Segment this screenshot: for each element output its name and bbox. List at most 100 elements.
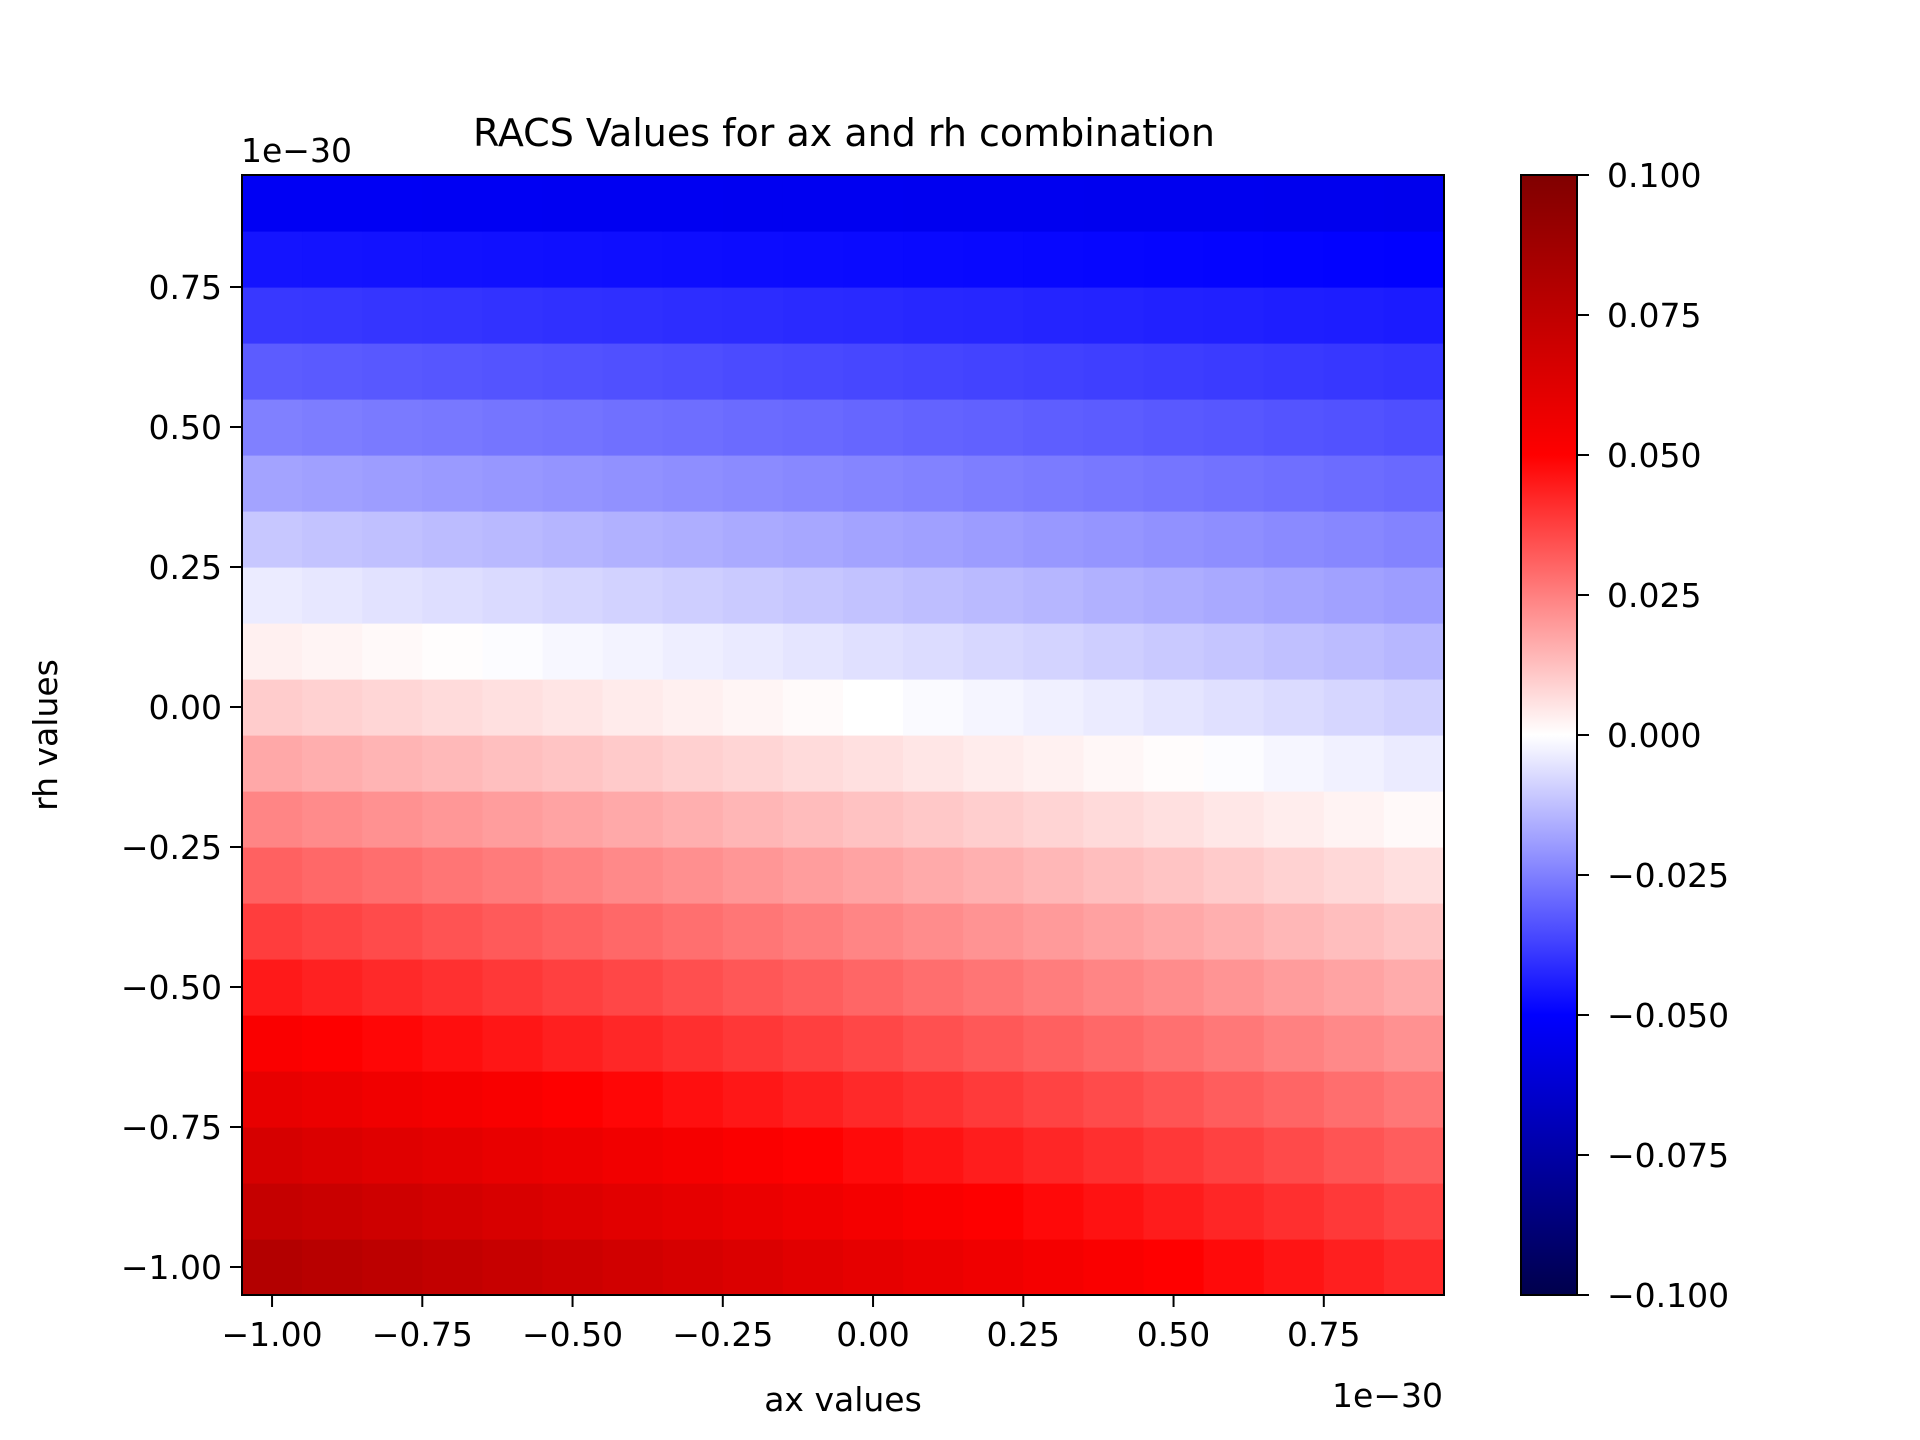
heatmap-cell	[482, 959, 544, 1016]
heatmap-cell	[662, 175, 724, 232]
heatmap-cell	[422, 735, 483, 792]
heatmap-cell	[542, 959, 604, 1016]
heatmap-cell	[722, 1183, 784, 1240]
heatmap-cell	[542, 623, 604, 680]
heatmap-cell	[1143, 231, 1205, 288]
heatmap-cell	[362, 735, 423, 792]
heatmap-cell	[482, 847, 544, 904]
heatmap-cell	[302, 1239, 363, 1296]
heatmap-cell	[422, 903, 483, 960]
heatmap-cell	[1083, 903, 1145, 960]
heatmap-cell	[782, 679, 844, 736]
heatmap-cell	[963, 791, 1024, 848]
heatmap-cell	[362, 623, 423, 680]
heatmap-cell	[242, 735, 303, 792]
heatmap-cell	[482, 231, 544, 288]
heatmap-cell	[362, 1183, 423, 1240]
heatmap-cell	[302, 679, 363, 736]
heatmap-cell	[963, 231, 1024, 288]
heatmap-cell	[1263, 511, 1325, 568]
heatmap-cell	[662, 791, 724, 848]
heatmap-cell	[1263, 1015, 1325, 1072]
heatmap-cell	[302, 343, 363, 400]
heatmap-cell	[662, 1183, 724, 1240]
x-offset-text: 1e−30	[1332, 1376, 1443, 1415]
heatmap-cell	[422, 287, 483, 344]
heatmap-cell	[903, 623, 964, 680]
heatmap-cell	[1203, 455, 1265, 512]
heatmap-cell	[722, 735, 784, 792]
heatmap-cell	[843, 735, 904, 792]
heatmap-cell	[782, 903, 844, 960]
heatmap-cell	[302, 959, 363, 1016]
heatmap-cell	[1263, 231, 1325, 288]
y-axis-label: rh values	[26, 659, 65, 811]
heatmap-cell	[542, 175, 604, 232]
heatmap-cell	[1143, 1239, 1205, 1296]
heatmap-cell	[662, 623, 724, 680]
heatmap-cell	[722, 1071, 784, 1128]
heatmap-cell	[1203, 847, 1265, 904]
heatmap-cell	[542, 791, 604, 848]
heatmap-cell	[782, 1127, 844, 1184]
heatmap-cell	[602, 791, 664, 848]
heatmap-cell	[903, 1127, 964, 1184]
heatmap-cell	[602, 1127, 664, 1184]
heatmap-cell	[1083, 1183, 1145, 1240]
heatmap-cell	[782, 175, 844, 232]
heatmap-cell	[782, 399, 844, 456]
heatmap-cell	[242, 1127, 303, 1184]
heatmap-cell	[1083, 735, 1145, 792]
heatmap-cell	[542, 1183, 604, 1240]
heatmap-cell	[242, 679, 303, 736]
heatmap-cell	[1203, 231, 1265, 288]
heatmap-cell	[1383, 287, 1445, 344]
heatmap-cell	[302, 623, 363, 680]
heatmap-cell	[362, 791, 423, 848]
heatmap-cell	[362, 903, 423, 960]
heatmap-cell	[242, 623, 303, 680]
heatmap-cell	[422, 231, 483, 288]
heatmap-cell	[302, 1071, 363, 1128]
heatmap-cell	[302, 455, 363, 512]
heatmap-cell	[1203, 1183, 1265, 1240]
heatmap-cell	[963, 735, 1024, 792]
heatmap-cell	[242, 1015, 303, 1072]
heatmap-cell	[1323, 231, 1385, 288]
heatmap-cell	[722, 455, 784, 512]
heatmap-cell	[662, 679, 724, 736]
heatmap-cell	[1323, 399, 1385, 456]
heatmap-cell	[302, 1127, 363, 1184]
heatmap-cell	[1023, 959, 1084, 1016]
heatmap-cell	[722, 679, 784, 736]
heatmap-cell	[1023, 455, 1084, 512]
heatmap-cell	[302, 399, 363, 456]
heatmap-cell	[542, 679, 604, 736]
heatmap-cell	[843, 455, 904, 512]
plot-frame	[241, 174, 1445, 1296]
heatmap-cell	[482, 1127, 544, 1184]
heatmap-cell	[1203, 511, 1265, 568]
heatmap-cell	[1383, 343, 1445, 400]
heatmap-cell	[602, 1071, 664, 1128]
heatmap-cell	[422, 399, 483, 456]
heatmap-cell	[662, 1015, 724, 1072]
heatmap-cell	[903, 343, 964, 400]
heatmap-cell	[1143, 959, 1205, 1016]
heatmap-cell	[1083, 1015, 1145, 1072]
heatmap-cell	[662, 1127, 724, 1184]
heatmap-cell	[602, 287, 664, 344]
heatmap-cell	[963, 287, 1024, 344]
heatmap-cell	[302, 847, 363, 904]
heatmap-cell	[302, 231, 363, 288]
heatmap-cell	[422, 455, 483, 512]
heatmap-cell	[782, 287, 844, 344]
heatmap-cell	[362, 231, 423, 288]
heatmap-cell	[482, 455, 544, 512]
heatmap-cell	[903, 399, 964, 456]
heatmap-cell	[1383, 1183, 1445, 1240]
heatmap-cell	[1323, 1071, 1385, 1128]
heatmap-cell	[782, 1183, 844, 1240]
heatmap-cell	[722, 567, 784, 624]
heatmap-cell	[963, 175, 1024, 232]
